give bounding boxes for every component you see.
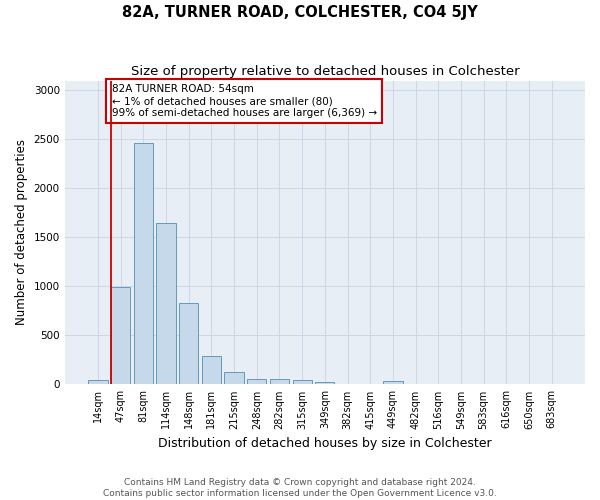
Bar bbox=[202, 356, 221, 384]
Bar bbox=[383, 381, 403, 384]
Text: 82A TURNER ROAD: 54sqm
← 1% of detached houses are smaller (80)
99% of semi-deta: 82A TURNER ROAD: 54sqm ← 1% of detached … bbox=[112, 84, 377, 117]
Y-axis label: Number of detached properties: Number of detached properties bbox=[15, 140, 28, 326]
Bar bbox=[315, 382, 334, 384]
Text: 82A, TURNER ROAD, COLCHESTER, CO4 5JY: 82A, TURNER ROAD, COLCHESTER, CO4 5JY bbox=[122, 5, 478, 20]
Bar bbox=[157, 222, 176, 384]
Bar bbox=[270, 379, 289, 384]
Bar bbox=[179, 303, 199, 384]
Bar bbox=[88, 380, 107, 384]
Bar bbox=[293, 380, 312, 384]
Text: Contains HM Land Registry data © Crown copyright and database right 2024.
Contai: Contains HM Land Registry data © Crown c… bbox=[103, 478, 497, 498]
Bar bbox=[224, 372, 244, 384]
Bar bbox=[134, 144, 153, 384]
X-axis label: Distribution of detached houses by size in Colchester: Distribution of detached houses by size … bbox=[158, 437, 491, 450]
Title: Size of property relative to detached houses in Colchester: Size of property relative to detached ho… bbox=[131, 65, 519, 78]
Bar bbox=[247, 379, 266, 384]
Bar bbox=[111, 288, 130, 384]
